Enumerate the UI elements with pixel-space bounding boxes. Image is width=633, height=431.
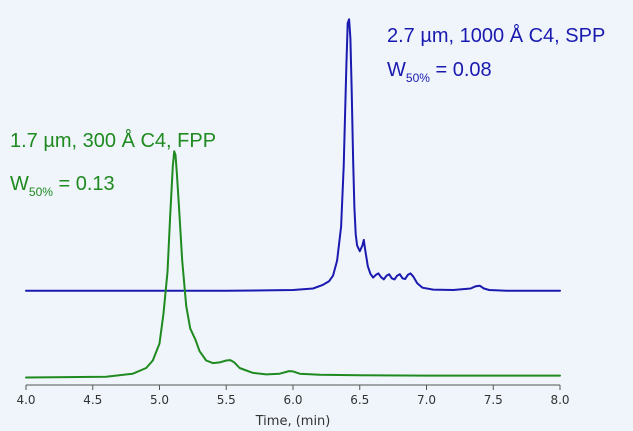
annotation-spp-w-value: = 0.08 (430, 59, 492, 81)
annotation-fpp-w: W (10, 173, 29, 195)
annotation-spp-label: 2.7 µm, 1000 Å C4, SPP (387, 24, 605, 47)
x-tick-label: 6.5 (350, 393, 369, 407)
x-axis-label: Time, (min) (255, 414, 331, 429)
series-line-spp (25, 18, 561, 292)
x-tick-label: 4.0 (16, 393, 35, 407)
series-group (25, 18, 561, 379)
x-tick-label: 7.0 (417, 393, 436, 407)
annotation-spp-width: W50% = 0.08 (387, 59, 492, 85)
x-tick-label: 8.0 (550, 393, 569, 407)
annotation-fpp-w-value: = 0.13 (53, 173, 115, 195)
annotation-fpp-label: 1.7 µm, 300 Å C4, FPP (10, 129, 216, 152)
annotation-spp-w-sub: 50% (406, 71, 430, 85)
x-tick-label: 7.5 (484, 393, 503, 407)
x-tick-label: 6.0 (283, 393, 302, 407)
x-axis: 4.0 4.5 5.0 5.5 6.0 6.5 7.0 7.5 8.0 (16, 384, 570, 407)
series-line-fpp (25, 150, 561, 379)
annotation-fpp-width: W50% = 0.13 (10, 173, 115, 199)
annotation-fpp-w-sub: 50% (29, 185, 53, 199)
annotation-spp-w: W (387, 59, 406, 81)
x-tick-label: 5.0 (150, 393, 169, 407)
x-tick-label: 4.5 (83, 393, 102, 407)
x-tick-label: 5.5 (217, 393, 236, 407)
